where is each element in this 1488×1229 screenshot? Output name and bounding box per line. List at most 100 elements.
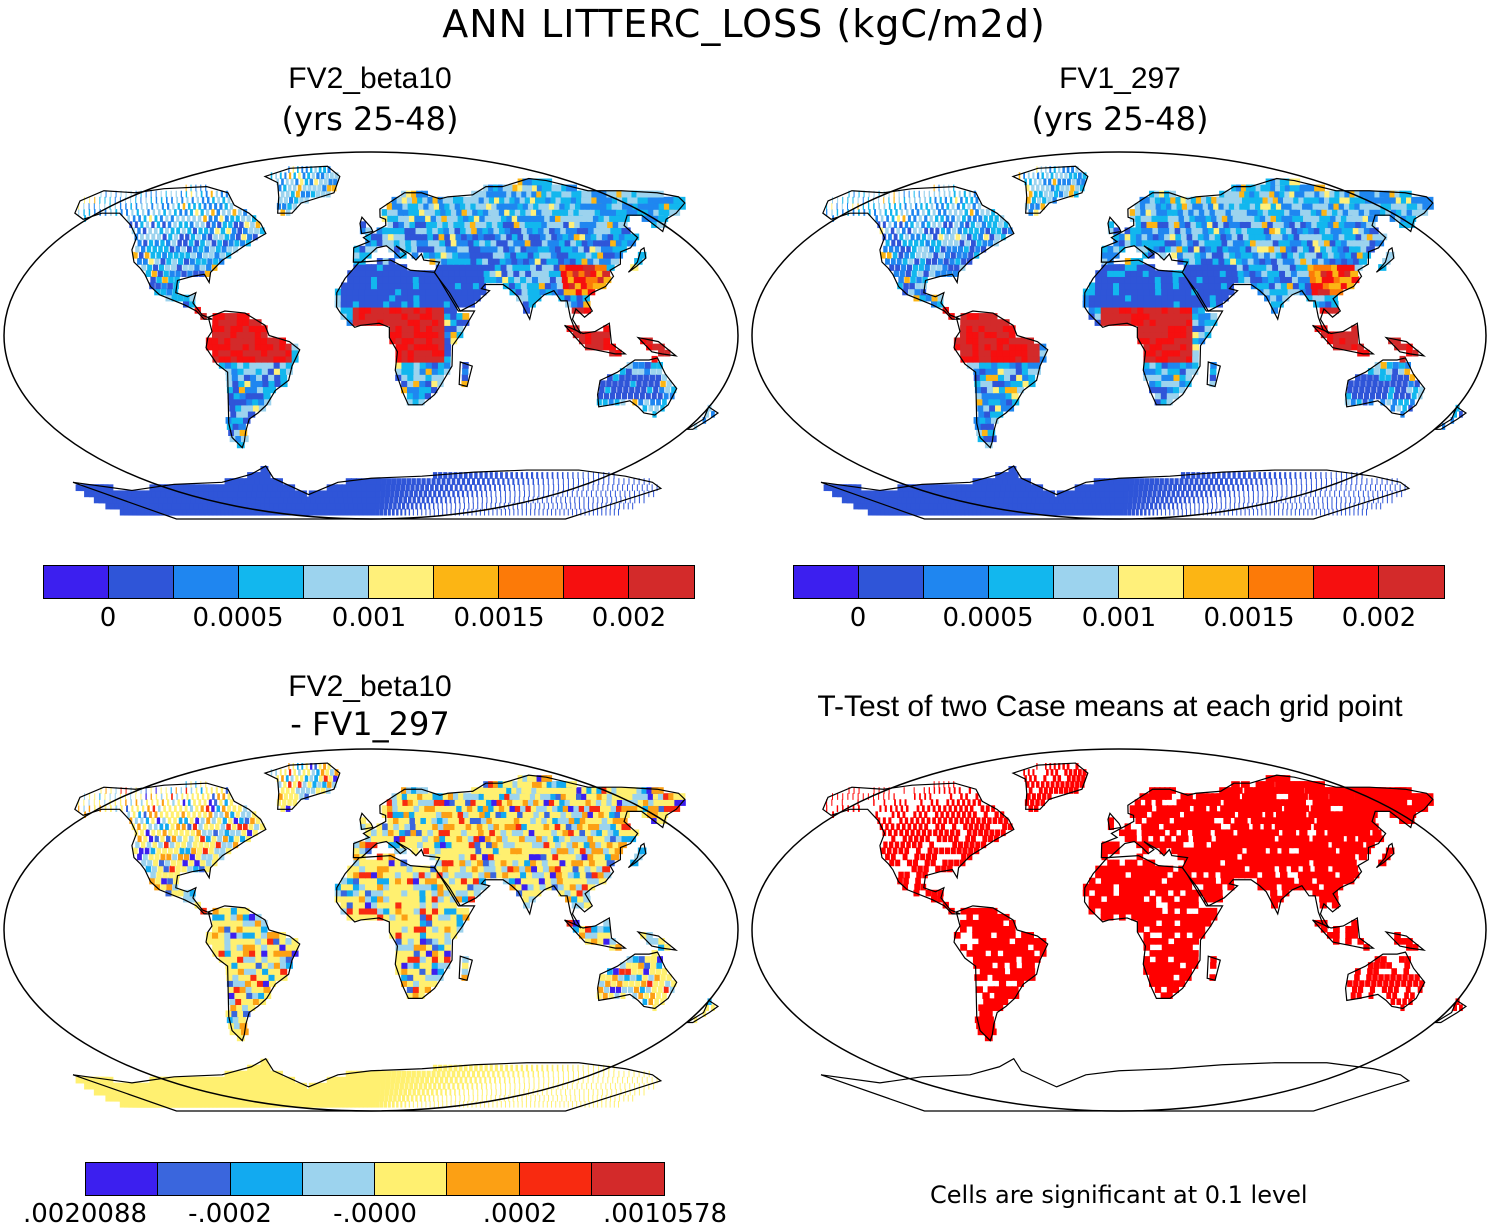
grid-cell	[1094, 288, 1102, 296]
grid-cell	[365, 276, 372, 284]
grid-cell	[362, 1100, 368, 1108]
grid-cell	[513, 1100, 515, 1108]
grid-cell	[195, 209, 199, 216]
grid-cell	[1198, 325, 1206, 333]
grid-cell	[285, 178, 289, 186]
grid-cell	[673, 196, 686, 204]
grid-cell	[418, 202, 425, 210]
grid-cell	[1123, 490, 1129, 498]
grid-cell	[1413, 386, 1419, 394]
grid-cell	[228, 398, 236, 406]
grid-cell	[1185, 300, 1193, 308]
grid-cell	[1225, 478, 1228, 485]
grid-cell	[415, 227, 423, 235]
grid-cell	[1173, 294, 1181, 302]
grid-cell	[592, 484, 594, 492]
grid-cell	[621, 392, 628, 400]
grid-cell	[132, 215, 136, 222]
grid-cell	[150, 196, 152, 204]
grid-cell	[1000, 233, 1006, 241]
grid-cell	[383, 1100, 387, 1108]
grid-cell	[1375, 392, 1381, 400]
grid-cell	[966, 313, 974, 320]
grid-cell	[1233, 245, 1242, 253]
grid-cell	[985, 227, 991, 235]
grid-cell	[652, 410, 657, 418]
grid-cell	[445, 239, 453, 247]
grid-cell	[921, 209, 925, 216]
grid-cell	[446, 502, 448, 510]
grid-cell	[133, 251, 138, 259]
grid-cell	[1015, 349, 1023, 357]
grid-cell	[393, 245, 401, 253]
grid-cell	[144, 251, 150, 259]
grid-cell	[226, 227, 231, 235]
grid-cell	[472, 282, 480, 290]
grid-cell	[1194, 478, 1199, 485]
grid-cell	[1364, 202, 1376, 210]
grid-cell	[618, 478, 620, 485]
grid-cell	[1231, 233, 1240, 241]
grid-cell	[467, 239, 476, 247]
grid-cell	[1062, 166, 1065, 173]
grid-cell	[1328, 202, 1338, 210]
grid-cell	[572, 331, 580, 339]
grid-cell	[940, 245, 946, 253]
grid-cell	[419, 380, 426, 388]
grid-cell	[528, 484, 530, 492]
grid-cell	[150, 251, 156, 259]
grid-cell	[646, 337, 653, 345]
grid-cell	[886, 251, 892, 259]
grid-cell	[652, 343, 659, 351]
grid-cell	[1160, 276, 1168, 284]
grid-cell	[878, 190, 880, 198]
grid-cell	[943, 258, 949, 265]
grid-cell	[1100, 294, 1108, 302]
grid-cell	[1250, 282, 1259, 290]
grid-cell	[510, 251, 518, 259]
grid-cell	[625, 368, 632, 375]
grid-cell	[334, 294, 342, 302]
grid-cell	[327, 166, 331, 173]
grid-cell	[419, 300, 427, 308]
grid-cell	[1369, 239, 1379, 247]
grid-cell	[937, 294, 944, 302]
grid-cell	[444, 343, 452, 351]
grid-cell	[1342, 264, 1351, 271]
grid-cell	[650, 368, 657, 375]
coastline	[684, 405, 720, 430]
grid-cell	[260, 343, 268, 351]
grid-cell	[1311, 508, 1313, 516]
grid-cell	[1124, 264, 1132, 271]
grid-cell	[1147, 233, 1154, 241]
grid-cell	[189, 294, 196, 302]
grid-cell	[495, 496, 497, 504]
grid-cell	[1172, 392, 1180, 400]
grid-cell	[1211, 251, 1220, 259]
grid-cell	[964, 209, 969, 216]
grid-cell	[899, 221, 903, 229]
grid-cell	[554, 270, 563, 277]
grid-cell	[205, 184, 207, 192]
grid-cell	[206, 196, 210, 204]
grid-cell	[219, 202, 223, 210]
grid-cell	[436, 270, 444, 277]
grid-cell	[438, 349, 445, 357]
grid-cell	[156, 221, 161, 229]
grid-cell	[1366, 233, 1376, 241]
grid-cell	[168, 233, 173, 241]
grid-cell	[401, 502, 406, 510]
grid-cell	[541, 209, 551, 216]
grid-cell	[632, 502, 634, 510]
grid-cell	[1172, 209, 1180, 216]
grid-cell	[1381, 392, 1387, 400]
grid-cell	[826, 209, 828, 216]
grid-cell	[298, 172, 301, 180]
grid-cell	[1143, 362, 1150, 369]
grid-cell	[447, 258, 455, 265]
grid-cell	[480, 245, 488, 253]
grid-cell	[512, 202, 521, 210]
grid-cell	[1265, 184, 1275, 192]
grid-cell	[211, 209, 215, 216]
grid-cell	[173, 209, 177, 216]
